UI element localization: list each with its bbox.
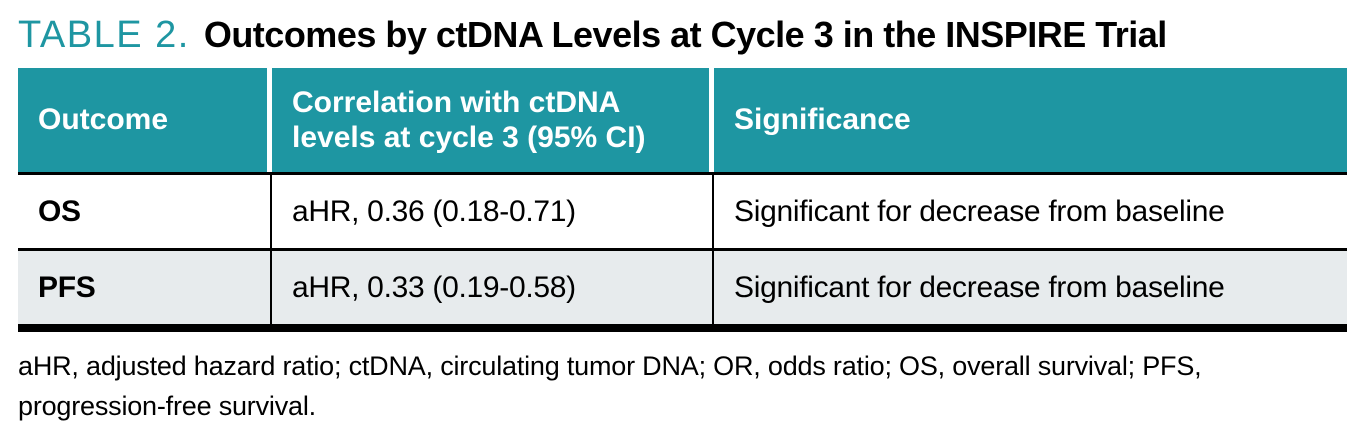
table-title: TABLE 2. Outcomes by ctDNA Levels at Cyc…: [18, 14, 1354, 58]
header-cell-correlation: Correlation with ctDNA levels at cycle 3…: [272, 68, 714, 172]
header-cell-outcome: Outcome: [18, 68, 272, 172]
cell-os-correlation: aHR, 0.36 (0.18-0.71): [272, 175, 714, 248]
cell-pfs-significance: Significant for decrease from baseline: [734, 270, 1225, 304]
cell-os-outcome: OS: [18, 175, 272, 248]
footnote-line2: progression-free survival.: [18, 391, 316, 421]
table-footnote: aHR, adjusted hazard ratio; ctDNA, circu…: [18, 346, 1354, 426]
cell-pfs-outcome: PFS: [18, 251, 272, 324]
data-table: Outcome Correlation with ctDNA levels at…: [18, 68, 1347, 332]
table-row-pfs: PFS aHR, 0.33 (0.19-0.58) Significant fo…: [18, 248, 1347, 324]
header-cell-significance: Significance: [734, 103, 911, 137]
cell-os-significance: Significant for decrease from baseline: [734, 194, 1225, 228]
footnote-line1: aHR, adjusted hazard ratio; ctDNA, circu…: [18, 351, 1202, 381]
table-row-os: OS aHR, 0.36 (0.18-0.71) Significant for…: [18, 172, 1347, 248]
cell-pfs-correlation: aHR, 0.33 (0.19-0.58): [272, 251, 714, 324]
table-header-row: Outcome Correlation with ctDNA levels at…: [18, 68, 1347, 172]
table-title-text: Outcomes by ctDNA Levels at Cycle 3 in t…: [203, 14, 1167, 55]
table-number-label: TABLE 2.: [18, 14, 190, 56]
